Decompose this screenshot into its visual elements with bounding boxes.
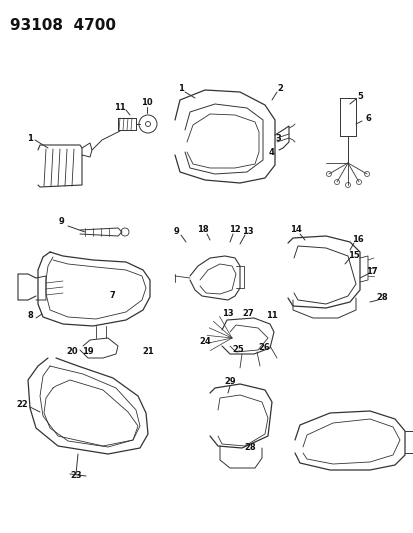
Text: 8: 8 (27, 311, 33, 320)
Text: 24: 24 (199, 337, 210, 346)
Text: 13: 13 (222, 310, 233, 319)
Text: 20: 20 (66, 348, 78, 357)
Text: 22: 22 (16, 400, 28, 409)
Text: 25: 25 (232, 345, 243, 354)
Text: 18: 18 (197, 225, 208, 235)
Text: 10: 10 (141, 98, 152, 107)
Text: 11: 11 (114, 102, 126, 111)
Text: 6: 6 (364, 114, 370, 123)
Text: 17: 17 (366, 268, 377, 277)
Text: 5: 5 (356, 92, 362, 101)
Text: 23: 23 (70, 472, 82, 481)
Text: 29: 29 (224, 377, 235, 386)
Text: 11: 11 (266, 311, 277, 320)
Text: 1: 1 (178, 84, 183, 93)
Text: 12: 12 (228, 225, 240, 235)
Text: 14: 14 (290, 225, 301, 235)
Text: 16: 16 (351, 236, 363, 245)
Text: 9: 9 (59, 217, 65, 227)
Text: 27: 27 (242, 310, 253, 319)
Text: 19: 19 (82, 348, 94, 357)
Text: 93108  4700: 93108 4700 (10, 18, 116, 33)
Text: 4: 4 (268, 148, 274, 157)
Text: 7: 7 (109, 292, 114, 301)
Text: 3: 3 (275, 133, 280, 142)
Text: 28: 28 (375, 294, 387, 303)
Text: 26: 26 (257, 343, 269, 352)
Text: 13: 13 (242, 227, 253, 236)
Text: 9: 9 (174, 228, 179, 237)
Text: 15: 15 (347, 252, 359, 261)
Text: 1: 1 (27, 133, 33, 142)
Text: 21: 21 (142, 348, 154, 357)
Text: 2: 2 (276, 84, 282, 93)
Text: 28: 28 (244, 443, 255, 453)
